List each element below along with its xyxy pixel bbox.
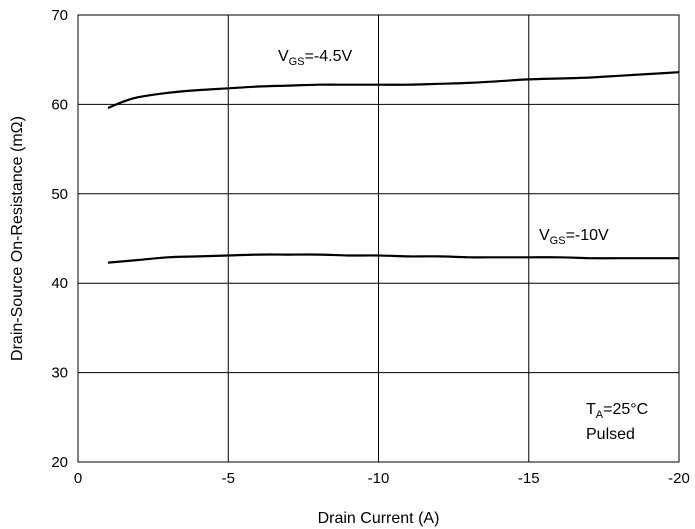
x-tick-label: -5 — [222, 470, 235, 487]
annotation-temperature-rest: =25°C — [603, 401, 648, 418]
annotation-vgs-10v-main: V — [539, 227, 550, 244]
annotation-vgs-10v-sub: GS — [550, 235, 566, 247]
y-tick-label: 50 — [51, 186, 68, 203]
annotation-vgs-4-5v-sub: GS — [289, 56, 305, 68]
annotation-vgs-10v: VGS=-10V — [539, 227, 609, 247]
annotation-pulsed: Pulsed — [586, 426, 635, 443]
plot-frame — [77, 14, 680, 463]
y-tick-label: 30 — [51, 365, 68, 382]
y-tick-label: 60 — [51, 96, 68, 113]
annotation-vgs-10v-rest: =-10V — [566, 227, 609, 244]
annotation-vgs-4-5v: VGS=-4.5V — [278, 48, 352, 68]
series-line-vgs-10v — [107, 253, 679, 264]
x-tick-label: -15 — [518, 470, 540, 487]
x-tick-label: -10 — [368, 470, 390, 487]
annotation-temperature: TA=25°C — [586, 401, 648, 421]
x-axis-title: Drain Current (A) — [318, 510, 440, 527]
y-axis-title: Drain-Source On-Resistance (mΩ) — [9, 116, 26, 361]
y-tick-label: 70 — [51, 7, 68, 24]
y-tick-labels: 20 30 40 50 60 70 — [51, 7, 68, 471]
y-tick-label: 20 — [51, 454, 68, 471]
y-tick-label: 40 — [51, 275, 68, 292]
annotation-vgs-4-5v-main: V — [278, 48, 289, 65]
annotation-temperature-main: T — [586, 401, 596, 418]
series-layer — [107, 71, 680, 264]
x-tick-label: 0 — [74, 470, 82, 487]
annotation-vgs-4-5v-rest: =-4.5V — [305, 48, 353, 65]
annotation-temperature-sub: A — [596, 409, 604, 421]
series-line-vgs-4-5v — [107, 71, 680, 110]
x-tick-label: -20 — [668, 470, 690, 487]
x-tick-labels: 0 -5 -10 -15 -20 — [74, 470, 690, 487]
